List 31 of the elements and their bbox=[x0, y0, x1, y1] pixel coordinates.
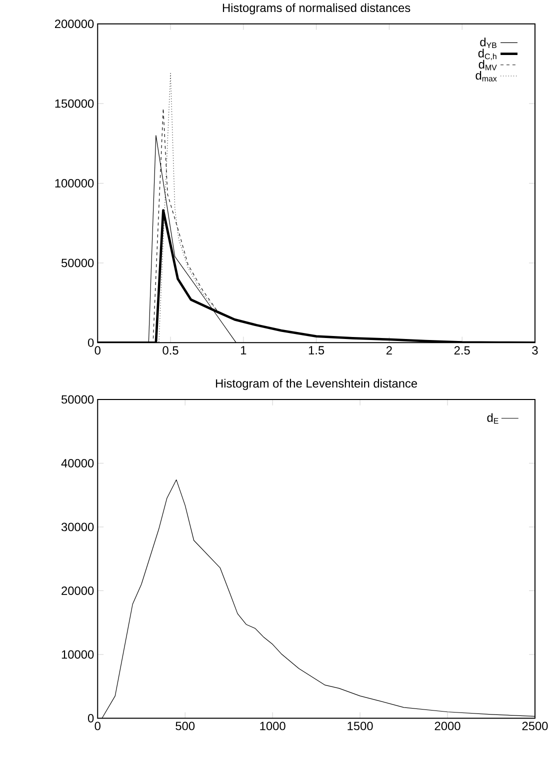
x-tick-label: 1000 bbox=[260, 722, 286, 730]
x-tick-label: 0.5 bbox=[162, 346, 179, 355]
y-tick-label: 20000 bbox=[62, 586, 94, 595]
y-tick-label: 10000 bbox=[62, 650, 94, 659]
x-tick-label: 1.5 bbox=[309, 346, 324, 354]
legend-label: d$_{max}$ bbox=[476, 70, 498, 82]
y-tick-label: 0 bbox=[88, 714, 94, 722]
x-tick-label: 2.5 bbox=[454, 346, 470, 355]
x-tick-label: 2500 bbox=[522, 722, 548, 730]
x-tick-label: 0 bbox=[95, 346, 101, 355]
chart-title: Histogram of the Levenshtein distance bbox=[216, 378, 418, 390]
y-tick-label: 30000 bbox=[62, 522, 94, 532]
legend-label: d$_{E}$ bbox=[487, 413, 499, 424]
y-tick-label: 40000 bbox=[62, 459, 94, 468]
y-tick-label: 0 bbox=[88, 338, 94, 347]
x-tick-label: 500 bbox=[176, 722, 195, 730]
x-tick-label: 3 bbox=[532, 346, 538, 355]
x-tick-label: 2000 bbox=[435, 722, 461, 730]
x-tick-label: 1 bbox=[241, 346, 246, 354]
y-tick-label: 50000 bbox=[62, 395, 94, 404]
x-tick-label: 0 bbox=[95, 722, 101, 730]
y-tick-label: 50000 bbox=[62, 258, 94, 268]
legend-label: d$_{C,h}$ bbox=[478, 48, 497, 60]
x-tick-label: 2 bbox=[386, 346, 392, 354]
legend-label: d$_{YB}$ bbox=[480, 38, 497, 48]
y-tick-label: 200000 bbox=[55, 20, 94, 28]
y-tick-label: 100000 bbox=[56, 179, 94, 188]
chart-title: Histograms of normalised distances bbox=[223, 3, 410, 14]
legend-label: d$_{MV}$ bbox=[479, 60, 498, 70]
y-tick-label: 150000 bbox=[56, 99, 94, 108]
x-tick-label: 1500 bbox=[348, 722, 374, 730]
